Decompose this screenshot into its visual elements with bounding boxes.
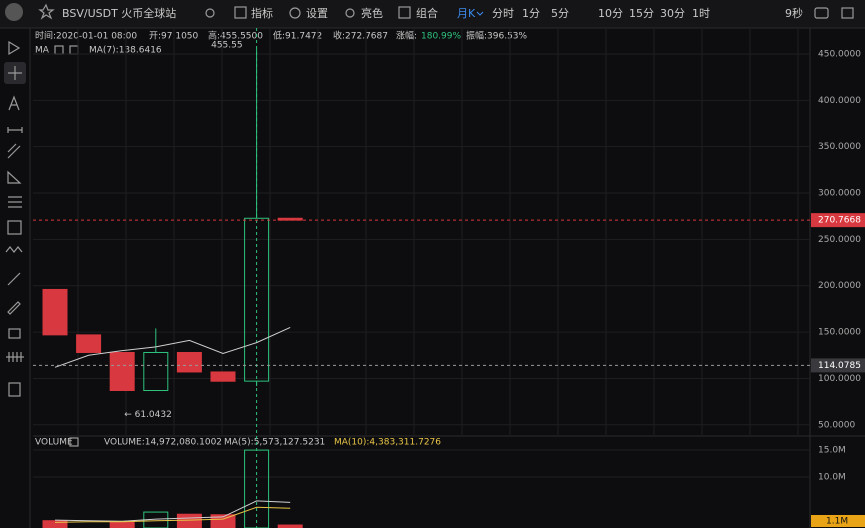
tool[interactable] [8,328,21,339]
info-change-label: 涨幅: [396,30,417,42]
y-tick-label: 400.0000 [818,96,861,106]
candle-body [109,351,135,391]
menu-item[interactable]: 指标 [251,6,273,20]
tools [4,40,26,397]
tool[interactable] [8,66,22,80]
volume-bar [109,521,135,528]
period[interactable]: 月K [457,7,476,20]
indicator-name: MA [35,46,50,56]
crosshair-label: 114.0785 [818,361,861,371]
low-label: ← 61.0432 [124,410,172,420]
logo[interactable] [5,3,23,21]
high-label: 455.55 [211,40,243,50]
legend-entry: MA(10):4,383,311.7276 [334,438,441,448]
tool[interactable] [8,196,22,208]
indicator-icon [234,6,247,19]
menu-item[interactable]: 设置 [306,7,328,20]
tool[interactable] [7,170,22,184]
volume-ma-line [54,506,291,523]
interval[interactable]: 1分 [522,7,540,20]
dropdown-arrow [476,11,484,16]
tool[interactable] [6,352,24,362]
y-tick-label: 200.0000 [818,281,861,291]
intervals: 分时 1分 5分 10分 15分 30分 1时 [492,7,710,20]
interval[interactable]: 10分 [598,7,623,20]
info-low: 低:91.7472 [273,30,322,42]
menu-item[interactable]: 亮色 [361,6,383,20]
toolbar [0,0,865,28]
last-price-box [811,213,865,228]
interval[interactable]: 15分 [629,7,654,20]
tool[interactable] [8,382,21,397]
tool[interactable] [7,220,22,235]
candle-body [176,351,202,373]
candle-body [210,371,236,382]
volume-bar [176,513,202,528]
last-price-label: 270.7668 [818,216,861,226]
info-close: 收:272.7687 [333,30,388,42]
tool[interactable] [8,40,21,56]
tool[interactable] [7,127,23,133]
volume-ma-line [54,500,291,522]
tool[interactable] [7,143,21,159]
tool[interactable] [7,272,21,286]
y-tick-label: 150.0000 [818,328,861,338]
candle-body [76,334,102,353]
ma-legend: MA(7):138.6416 [89,46,162,56]
camera-icon[interactable] [814,7,829,19]
info-change: 180.99% [421,32,461,42]
candle-body [42,288,68,336]
tool[interactable] [5,246,23,253]
y-tick-label: 300.0000 [818,189,861,199]
theme-icon [345,8,355,18]
crosshair-box [811,358,865,373]
search-icon[interactable] [205,8,215,18]
ma-line [54,327,291,368]
fullscreen-icon[interactable] [841,7,854,19]
y-tick-label: 350.0000 [818,142,861,152]
interval[interactable]: 5分 [551,7,569,20]
layout-icon [398,6,411,19]
y-tick-label: 250.0000 [818,235,861,245]
y-tick-label: 450.0000 [818,49,861,59]
indicator-toggle[interactable] [69,437,79,447]
info-amplitude: 振幅:396.53% [466,30,528,42]
last-volume-label: 1.1M [826,517,848,527]
interval[interactable]: 30分 [660,7,685,20]
info-time: 时间:2020-01-01 08:00 [35,30,137,42]
volume-bar [210,514,236,528]
volume-bar [244,449,270,528]
legend-entry: VOLUME:14,972,080.1002 [104,438,222,448]
candle-body [277,217,303,221]
interval[interactable]: 1时 [692,7,710,20]
favorite-icon[interactable] [38,3,55,20]
candle-body [143,351,169,391]
last-volume-box [811,515,865,527]
legend-entry: MA(5):5,573,127.5231 [224,438,325,448]
y-tick-label: 50.0000 [818,420,855,430]
interval[interactable]: 分时 [492,7,514,20]
volume-title: VOLUME [35,438,73,448]
y-tick-label: 10.0M [818,472,846,482]
refresh: 9秒 [785,6,803,20]
menu-item[interactable]: 组合 [416,6,438,20]
y-tick-label: 15.0M [818,445,846,455]
candle-body [244,217,270,382]
volume-bar [42,520,68,528]
y-tick-label: 100.0000 [818,374,861,384]
settings-icon [289,7,301,19]
tool[interactable] [7,301,21,315]
symbol[interactable]: BSV/USDT 火币全球站 [62,6,176,20]
tool[interactable] [8,95,20,111]
